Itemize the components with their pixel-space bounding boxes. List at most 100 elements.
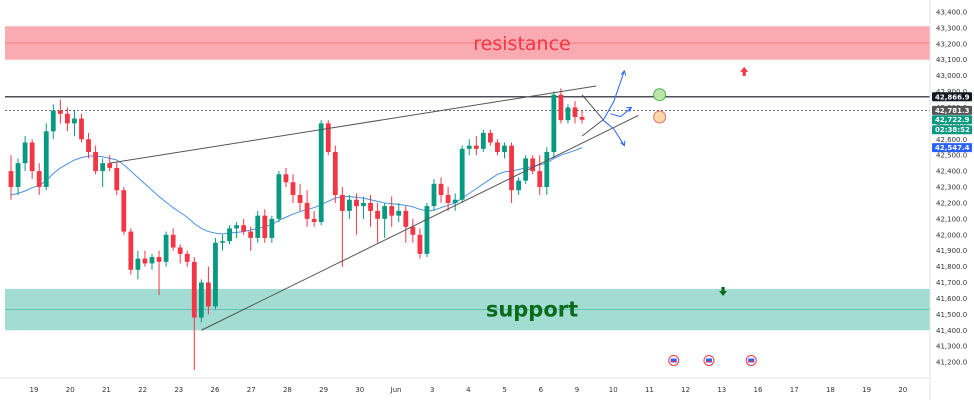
candle <box>8 155 14 200</box>
candle <box>142 250 148 267</box>
candle-body <box>368 202 373 211</box>
green-arrow-down-icon <box>719 287 728 297</box>
candle <box>509 142 514 203</box>
candle-body <box>206 282 211 307</box>
candle <box>43 123 49 191</box>
x-tick-label: 11 <box>645 386 654 394</box>
candle-body <box>438 183 444 195</box>
price-tag-box <box>932 115 972 125</box>
candle-body <box>15 163 21 188</box>
candle <box>191 257 197 371</box>
candle-body <box>184 253 190 262</box>
candle-body <box>502 145 507 153</box>
x-tick-label: 21 <box>102 386 111 394</box>
candle-body <box>403 210 409 227</box>
x-tick-label: 13 <box>717 386 726 394</box>
candle-body <box>50 110 56 132</box>
candle <box>276 171 282 223</box>
candle-body <box>466 145 472 149</box>
candle-body <box>93 152 98 172</box>
price-tag-text: 42,547.4 <box>935 144 970 152</box>
projection-arrow-head <box>620 69 627 76</box>
candle-body <box>445 194 451 203</box>
candle <box>565 104 571 124</box>
candle <box>325 120 331 156</box>
candle-body <box>473 145 479 149</box>
candle-body <box>276 174 282 219</box>
candle-body <box>318 123 324 223</box>
candle-body <box>565 107 571 121</box>
candle-body <box>79 118 84 140</box>
candle-body <box>551 94 557 153</box>
candle-body <box>452 199 458 203</box>
candle-body <box>347 199 352 211</box>
x-tick-label: 16 <box>754 386 763 394</box>
candle-body <box>396 210 402 216</box>
candle <box>452 193 458 211</box>
candle <box>311 210 317 227</box>
event-flag-fill <box>705 358 712 363</box>
x-tick-label: 6 <box>539 386 544 394</box>
candle-body <box>248 231 254 238</box>
moving-average-layer <box>10 147 583 235</box>
candle-body <box>558 94 564 121</box>
price-tag-box <box>932 143 972 153</box>
candle <box>121 187 127 235</box>
candle-body <box>572 107 578 117</box>
candle <box>304 190 310 227</box>
candle-body <box>304 202 310 219</box>
candle <box>170 228 176 251</box>
y-tick-label: 42,200.0 <box>936 199 967 207</box>
candle-body <box>177 247 183 254</box>
price-tag: 02:38:52 <box>932 125 972 135</box>
trendline <box>201 114 639 331</box>
candle <box>213 237 218 310</box>
candle <box>15 158 21 195</box>
candle <box>488 129 493 146</box>
x-tick-label: 4 <box>466 386 471 394</box>
x-tick-label: 30 <box>355 386 364 394</box>
y-tick-label: 43,000.0 <box>936 72 967 80</box>
x-tick-label: 20 <box>66 386 75 394</box>
candle-body <box>269 218 275 238</box>
candle <box>206 266 211 315</box>
candle <box>100 158 106 188</box>
candle-body <box>227 228 232 242</box>
y-tick-label: 41,800.0 <box>936 263 967 271</box>
resistance-label: resistance <box>473 33 570 55</box>
candle <box>459 145 465 203</box>
candle-body <box>128 231 134 270</box>
event-flag-icon <box>668 354 680 366</box>
candle <box>198 279 204 323</box>
candle-body <box>424 206 430 254</box>
candle <box>332 145 338 203</box>
price-tag-text: 42,781.3 <box>935 107 970 115</box>
x-tick-label: 10 <box>609 386 618 394</box>
candle-body <box>65 113 70 124</box>
y-tick-label: 41,900.0 <box>936 247 967 255</box>
price-tags-layer: 42,866.9 42,781.342,722.9 02:38:52 42,547.4 <box>932 92 972 153</box>
green-circle-icon <box>653 88 667 102</box>
candle-body <box>325 123 331 153</box>
price-tag: 42,547.4 <box>932 143 972 153</box>
candle <box>410 218 416 243</box>
candle-body <box>480 132 486 149</box>
candle <box>368 194 373 227</box>
candle <box>220 234 225 251</box>
candle-body <box>114 167 120 191</box>
candle <box>396 202 402 223</box>
y-tick-label: 43,300.0 <box>936 24 967 32</box>
event-flag-fill <box>670 358 677 363</box>
price-tag-box <box>932 125 972 135</box>
y-tick-label: 42,500.0 <box>936 152 967 160</box>
x-tick-label: 28 <box>283 386 292 394</box>
x-tick-label: 22 <box>138 386 147 394</box>
candle <box>473 136 479 156</box>
candle-body <box>163 234 169 262</box>
candle-body <box>262 215 268 238</box>
candle-body <box>255 215 261 238</box>
candle <box>290 174 296 203</box>
